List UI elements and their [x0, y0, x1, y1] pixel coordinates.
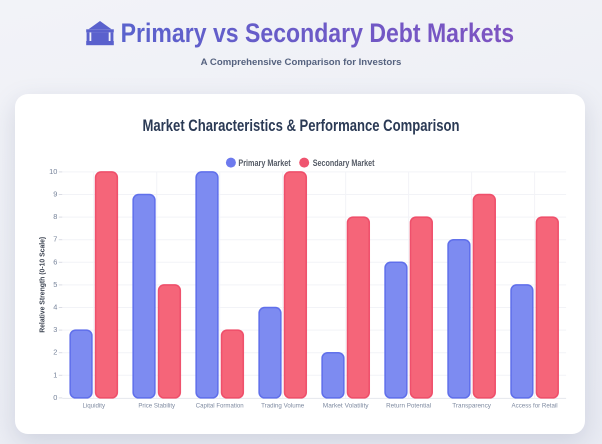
svg-text:Relative Strength (0-10 Scale): Relative Strength (0-10 Scale): [37, 236, 46, 333]
svg-text:9: 9: [53, 190, 57, 199]
svg-text:Access for Retail: Access for Retail: [512, 403, 559, 410]
svg-text:Market Characteristics & Perfo: Market Characteristics & Performance Com…: [143, 116, 460, 135]
svg-text:Market Volatility: Market Volatility: [323, 403, 369, 410]
svg-text:8: 8: [53, 212, 57, 221]
svg-text:Liquidity: Liquidity: [82, 403, 105, 410]
svg-text:Trading Volume: Trading Volume: [261, 403, 304, 410]
svg-text:Secondary Market: Secondary Market: [313, 158, 375, 168]
svg-text:4: 4: [53, 303, 57, 312]
svg-text:Return Potential: Return Potential: [386, 403, 431, 410]
svg-text:Primary Market: Primary Market: [238, 158, 290, 168]
svg-text:1: 1: [53, 370, 57, 379]
svg-text:3: 3: [53, 325, 57, 334]
svg-text:0: 0: [53, 393, 57, 402]
svg-text:5: 5: [53, 280, 57, 289]
svg-text:Price Stability: Price Stability: [138, 403, 175, 410]
svg-text:Capital Formation: Capital Formation: [196, 403, 244, 410]
svg-text:2: 2: [53, 348, 57, 357]
svg-text:7: 7: [53, 235, 57, 244]
svg-text:6: 6: [53, 257, 57, 266]
svg-text:10: 10: [49, 167, 57, 176]
svg-text:Transparency: Transparency: [452, 403, 491, 410]
